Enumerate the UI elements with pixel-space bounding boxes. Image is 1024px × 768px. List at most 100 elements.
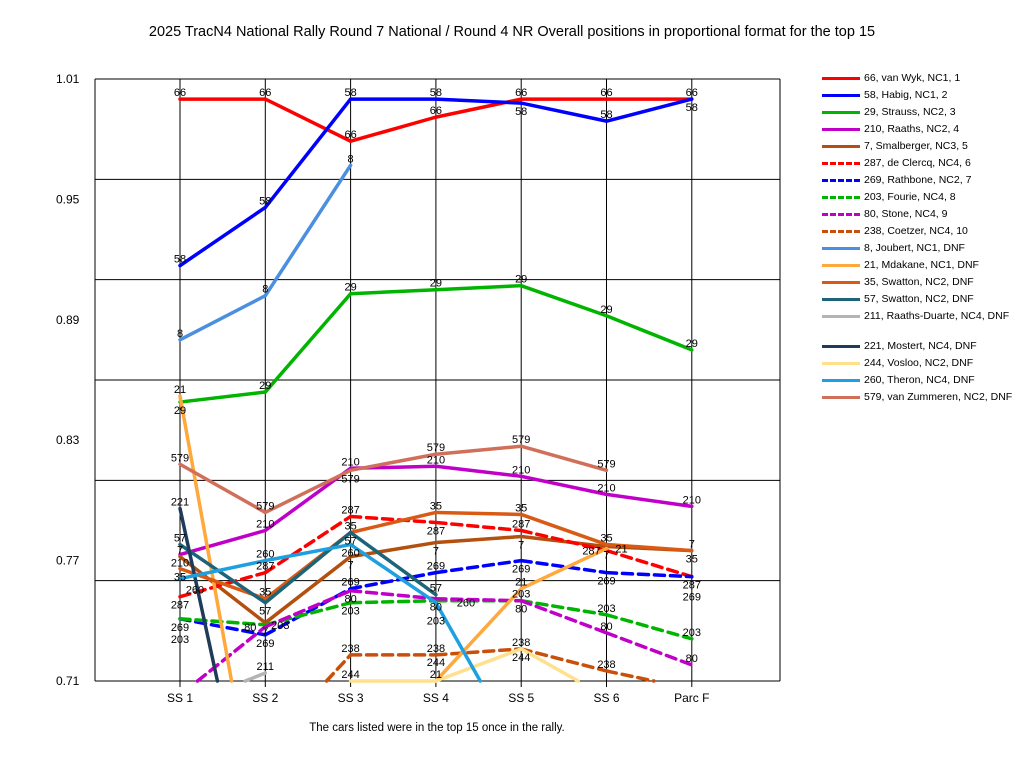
series-line-35	[434, 510, 523, 517]
legend-swatch	[822, 247, 860, 250]
data-label-203: 203	[341, 606, 359, 618]
data-label-7: 7	[518, 540, 524, 552]
legend-swatch	[822, 213, 860, 216]
x-tick-label: SS 1	[167, 691, 193, 705]
data-label-269: 269	[597, 576, 615, 588]
series-line-203	[519, 598, 609, 617]
legend-label: 260, Theron, NC4, DNF	[864, 374, 975, 386]
data-label-35: 35	[515, 502, 527, 514]
legend-label: 211, Raaths-Duarte, NC4, DNF	[864, 310, 1010, 322]
data-label-210: 210	[256, 519, 274, 531]
legend-label: 244, Vosloo, NC2, DNF	[864, 357, 974, 369]
data-label-203: 203	[512, 589, 530, 601]
series-line-203	[348, 598, 438, 605]
series-line-66	[263, 97, 353, 143]
series-line-35	[348, 510, 438, 535]
series-line-57	[263, 530, 353, 605]
y-tick-label: 0.83	[56, 433, 80, 447]
legend-label: 221, Mostert, NC4, DNF	[864, 340, 977, 352]
data-label-58: 58	[174, 254, 186, 266]
data-label-260: 260	[341, 548, 359, 560]
data-label-80: 80	[244, 622, 256, 634]
data-label-57: 57	[430, 583, 442, 595]
data-label-80: 80	[686, 653, 698, 665]
series-line-287	[434, 520, 523, 533]
series-line-211	[243, 671, 268, 683]
series-line-21	[434, 586, 523, 683]
series-line-58	[604, 97, 694, 123]
series-line-579	[519, 444, 609, 473]
data-label-35: 35	[600, 533, 612, 545]
series-line-80	[348, 588, 438, 601]
series-line-238	[434, 647, 523, 657]
series-line-579	[178, 462, 268, 515]
data-label-210: 210	[341, 456, 359, 468]
data-label-58: 58	[344, 87, 356, 99]
series-line-269	[604, 570, 694, 579]
series-line-203	[604, 613, 694, 641]
legend-label: 35, Swatton, NC2, DNF	[864, 276, 974, 288]
data-label-7: 7	[177, 545, 183, 557]
legend-label: 66, van Wyk, NC1, 1	[864, 72, 961, 84]
series-line-29	[263, 291, 353, 394]
legend-label: 58, Habig, NC1, 2	[864, 89, 948, 101]
legend-label: 238, Coetzer, NC4, 10	[864, 225, 968, 237]
data-label-29: 29	[259, 380, 271, 392]
data-label-287: 287	[683, 580, 701, 592]
data-label-579: 579	[256, 500, 274, 512]
series-line-579	[348, 452, 438, 473]
series-line-210	[604, 492, 694, 509]
data-label-7: 7	[433, 546, 439, 558]
data-label-35: 35	[430, 500, 442, 512]
series-line-57	[348, 530, 438, 597]
data-label-66: 66	[430, 105, 442, 117]
data-label-579: 579	[341, 473, 359, 485]
series-line-29	[434, 283, 523, 292]
series-line-35	[519, 512, 609, 547]
data-label-238: 238	[341, 643, 359, 655]
data-label-57: 57	[259, 606, 271, 618]
data-label-238: 238	[512, 637, 530, 649]
series-line-269	[519, 558, 609, 575]
legend-swatch	[822, 379, 860, 382]
series-line-203	[178, 617, 268, 627]
data-label-244: 244	[512, 652, 530, 664]
series-line-269	[263, 586, 353, 637]
y-tick-label: 0.71	[56, 674, 80, 688]
data-label-269: 269	[256, 638, 274, 650]
legend-label: 57, Swatton, NC2, DNF	[864, 293, 974, 305]
data-label-66: 66	[344, 129, 356, 141]
series-line-21	[519, 546, 609, 591]
data-label-203: 203	[171, 634, 189, 646]
series-line-7	[434, 534, 523, 545]
legend-label: 579, van Zummeren, NC2, DNF	[864, 391, 1013, 403]
data-label-58: 58	[600, 109, 612, 121]
legend-swatch	[822, 162, 860, 165]
data-label-80: 80	[515, 604, 527, 616]
series-line-260	[263, 542, 353, 563]
series-line-210	[434, 464, 523, 479]
legend-label: 203, Fourie, NC4, 8	[864, 191, 956, 203]
data-label-269: 269	[683, 592, 701, 604]
chart-footnote: The cars listed were in the top 15 once …	[309, 722, 565, 734]
series-line-260	[178, 558, 268, 581]
series-line-238	[324, 653, 353, 683]
data-label-210: 210	[512, 464, 530, 476]
data-label-58: 58	[259, 195, 271, 207]
legend-swatch	[822, 345, 860, 348]
data-label-21: 21	[515, 577, 527, 589]
data-label-66: 66	[515, 87, 527, 99]
series-line-269	[348, 570, 438, 591]
x-tick-label: SS 3	[338, 691, 364, 705]
data-label-244: 244	[341, 669, 359, 681]
data-label-58: 58	[515, 106, 527, 118]
data-label-260: 260	[186, 585, 204, 597]
data-label-57: 57	[174, 533, 186, 545]
data-label-260: 260	[256, 549, 274, 561]
data-label-203: 203	[271, 620, 289, 632]
data-label-287: 287	[582, 546, 600, 558]
data-label-29: 29	[430, 278, 442, 290]
data-label-287: 287	[427, 525, 445, 537]
legend-swatch	[822, 396, 860, 399]
